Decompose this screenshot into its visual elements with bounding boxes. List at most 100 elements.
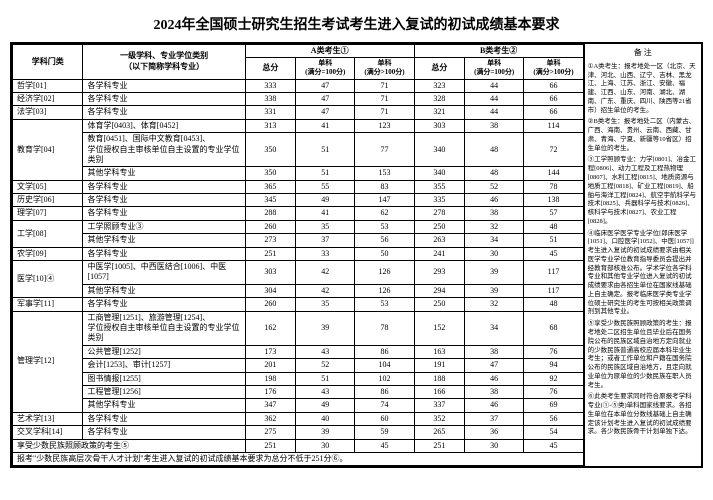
cell: 48 (465, 133, 524, 167)
cell: 57 (524, 207, 583, 220)
cell: 293 (414, 261, 464, 285)
cell: 126 (355, 261, 414, 285)
cell: 260 (245, 298, 295, 311)
cell: 工学[08] (13, 220, 83, 247)
cell: 33 (296, 247, 355, 260)
cell: 71 (355, 106, 414, 119)
cell: 教育[0451]、国际中文教育[0453]、 学位授权自主审核单位自主设置的专业… (83, 133, 245, 167)
cell: 其他学科专业 (83, 234, 245, 247)
cell: 340 (414, 133, 464, 167)
cell: 军事学[11] (13, 298, 83, 311)
cell: 331 (245, 106, 295, 119)
cell: 44 (465, 79, 524, 92)
cell: 50 (355, 247, 414, 260)
cell: 45 (524, 439, 583, 452)
note-item: ③工学照顾专业：力学[0801]、冶金工程[0806]、动力工程及工程热物理[0… (588, 156, 698, 226)
cell: 303 (414, 119, 464, 132)
cell: 45 (524, 247, 583, 260)
cell: 管理学[12] (13, 311, 83, 412)
note-item: ⑥此类考生要求同时符合原报考学科专业(①-⑤类)单科国家线要求。各招生单位在本单… (588, 393, 698, 437)
cell: 35 (296, 298, 355, 311)
cell: 47 (296, 106, 355, 119)
cell: 303 (245, 261, 295, 285)
cell: 30 (296, 439, 355, 452)
cell: 76 (524, 345, 583, 358)
cell: 273 (245, 234, 295, 247)
cell: 38 (465, 207, 524, 220)
th-groupB: B类考生② (414, 45, 583, 58)
cell: 92 (524, 372, 583, 385)
cell: 313 (245, 119, 295, 132)
cell: 260 (245, 220, 295, 233)
cell: 126 (355, 284, 414, 297)
cell: 35 (296, 220, 355, 233)
cell: 医学[10]④ (13, 261, 83, 298)
cell: 66 (524, 106, 583, 119)
cell: 53 (355, 298, 414, 311)
cell: 38 (465, 345, 524, 358)
note-item: ④临床医学医学专业学位[郎床医学[1051]、口腔医学[1052]、中医[105… (588, 230, 698, 318)
cell: 38 (465, 385, 524, 398)
cell: 66 (524, 79, 583, 92)
cell: 78 (355, 311, 414, 345)
th-groupA: A类考生① (245, 45, 414, 58)
cell: 78 (524, 180, 583, 193)
cell: 交叉学科[14] (13, 426, 83, 439)
cell: 34 (465, 311, 524, 345)
cell: 39 (296, 426, 355, 439)
cell: 40 (296, 412, 355, 425)
cell: 198 (245, 372, 295, 385)
cell: 117 (524, 284, 583, 297)
cell: 60 (355, 412, 414, 425)
cell: 162 (245, 311, 295, 345)
cell: 347 (245, 399, 295, 412)
th-major: 一级学科、专业学位类别 （以下简称学科专业） (83, 45, 245, 80)
cell: 各学科专业 (83, 92, 245, 105)
cell: 44 (465, 106, 524, 119)
cell: 其他学科专业 (83, 167, 245, 180)
cell: 42 (296, 284, 355, 297)
cell: 275 (245, 426, 295, 439)
cell: 各学科专业 (83, 180, 245, 193)
cell: 46 (465, 372, 524, 385)
cell: 工商管理[1251]、旅游管理[1254]、 学位授权自主审核单位自主设置的专业… (83, 311, 245, 345)
cell: 54 (524, 426, 583, 439)
cell: 62 (355, 207, 414, 220)
cell: 36 (465, 426, 524, 439)
cell: 345 (245, 194, 295, 207)
cell: 365 (245, 180, 295, 193)
cell: 250 (414, 298, 464, 311)
cell: 337 (414, 399, 464, 412)
cell: 文学[05] (13, 180, 83, 193)
cell: 66 (524, 92, 583, 105)
cell: 241 (414, 247, 464, 260)
cell: 304 (245, 284, 295, 297)
cell: 43 (296, 385, 355, 398)
th-b-total: 总分 (414, 58, 464, 79)
cell: 69 (524, 399, 583, 412)
cell: 32 (465, 298, 524, 311)
cell: 51 (296, 133, 355, 167)
cell: 294 (414, 284, 464, 297)
cell: 86 (355, 345, 414, 358)
cell: 其他学科专业 (83, 399, 245, 412)
cell: 144 (524, 167, 583, 180)
cell: 114 (524, 119, 583, 132)
cell: 56 (355, 234, 414, 247)
cell: 138 (524, 194, 583, 207)
cell: 191 (414, 359, 464, 372)
cell: 47 (465, 359, 524, 372)
cell: 41 (296, 207, 355, 220)
cell: 333 (245, 79, 295, 92)
note-item: ①A类考生：报考地处一区（北京、天津、河北、山西、辽宁、吉林、黑龙江、上海、江苏… (588, 63, 698, 116)
th-b-s2: 单科 (满分>100分) (524, 58, 583, 79)
cell: 38 (465, 119, 524, 132)
cell: 71 (355, 92, 414, 105)
cell: 188 (414, 372, 464, 385)
cell: 各学科专业 (83, 106, 245, 119)
cell: 166 (414, 385, 464, 398)
cell: 各学科专业 (83, 79, 245, 92)
cell: 46 (465, 194, 524, 207)
cell: 教育学[04] (13, 119, 83, 180)
cell: 经济学[02] (13, 92, 83, 105)
